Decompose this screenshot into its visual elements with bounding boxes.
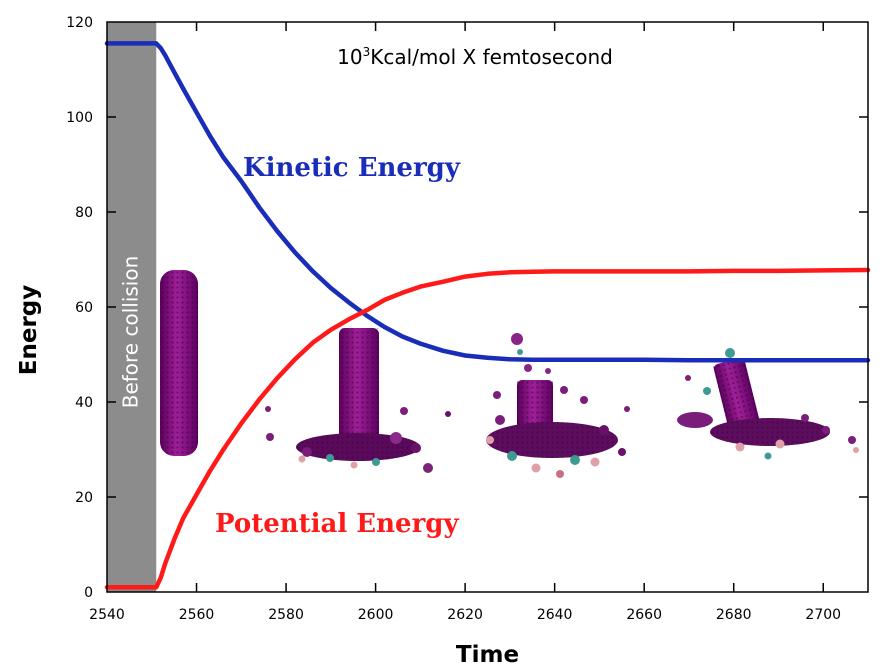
y-tick-label: 40 [75,395,93,411]
snapshot-3-fragmentation [486,333,630,478]
y-axis-title: Energy [16,285,42,375]
y-tick-label: 60 [75,300,93,316]
plot-frame [106,21,869,593]
potential-energy-label: Potential Energy [215,509,459,539]
snapshot-1-nanotube [160,270,198,456]
ticks-layer: 2540 2560 2580 2600 2620 2640 2660 2680 2700 0 20 4… [66,15,868,623]
units-label: 103Kcal/mol X femtosecond [337,45,613,69]
y-tick-label: 120 [66,15,93,31]
y-tick-label: 20 [75,490,93,506]
x-tick-label: 2560 [179,607,215,623]
x-tick-label: 2620 [447,607,483,623]
snapshot-4-debris [677,348,859,460]
series-layer [104,41,871,590]
snapshot-2-impact [265,328,451,473]
kinetic-energy-line [104,41,871,363]
x-tick-label: 2600 [358,607,394,623]
collision-snapshots-illustration [160,270,859,478]
y-tick-label: 0 [84,585,93,601]
kinetic-energy-label: Kinetic Energy [243,153,461,183]
x-tick-label: 2680 [716,607,752,623]
y-tick-label: 80 [75,205,93,221]
x-tick-label: 2700 [805,607,841,623]
potential-energy-line [104,267,871,590]
x-tick-label: 2580 [268,607,304,623]
y-tick-label: 100 [66,110,93,126]
x-axis-title: Time [456,642,519,668]
x-tick-label: 2640 [537,607,573,623]
x-tick-label: 2540 [89,607,125,623]
before-collision-label: Before collision [119,256,143,409]
x-tick-label: 2660 [626,607,662,623]
